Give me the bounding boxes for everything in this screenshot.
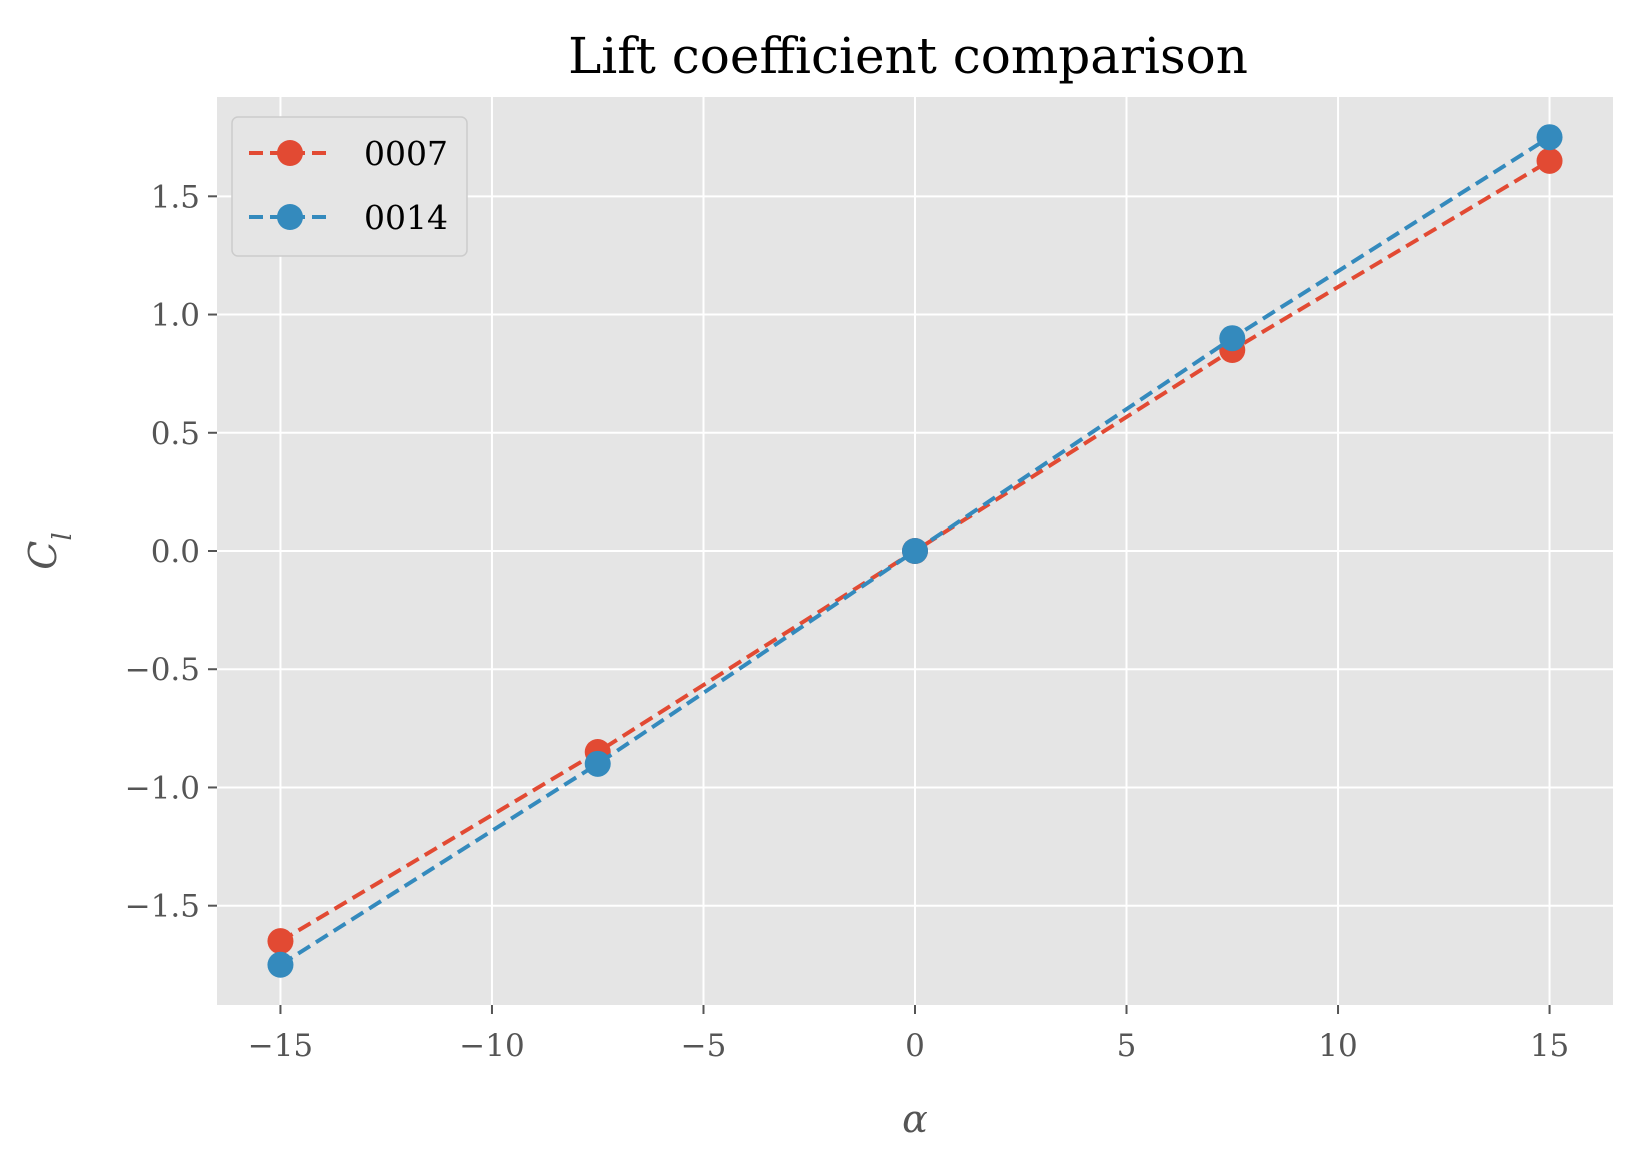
y-tick-label: −1.0 bbox=[125, 770, 200, 806]
x-tick-label: 5 bbox=[1117, 1028, 1137, 1064]
x-tick-label: 0 bbox=[905, 1028, 925, 1064]
y-tick-label: −1.5 bbox=[125, 889, 200, 925]
x-tick-label: −5 bbox=[681, 1028, 727, 1064]
x-axis: −15 −10 −5 0 5 10 15 bbox=[248, 1005, 1570, 1064]
y-tick-label: 1.0 bbox=[151, 298, 200, 334]
y-axis-label-main: C bbox=[21, 541, 65, 570]
data-point bbox=[267, 952, 293, 978]
x-tick-label: 15 bbox=[1530, 1028, 1569, 1064]
data-point bbox=[1219, 325, 1245, 351]
legend-marker bbox=[277, 140, 303, 166]
x-tick-label: −10 bbox=[459, 1028, 524, 1064]
y-tick-label: 1.5 bbox=[151, 179, 200, 215]
data-point bbox=[902, 538, 928, 564]
y-axis-label-sub: l bbox=[48, 532, 78, 540]
x-tick-label: 10 bbox=[1318, 1028, 1357, 1064]
x-tick-label: −15 bbox=[248, 1028, 313, 1064]
legend: 0007 0014 bbox=[232, 117, 467, 256]
y-tick-label: −0.5 bbox=[125, 652, 200, 688]
x-axis-label: α bbox=[902, 1097, 928, 1141]
data-point bbox=[1537, 124, 1563, 150]
y-axis: −1.5 −1.0 −0.5 0.0 0.5 1.0 1.5 bbox=[125, 179, 217, 924]
y-tick-label: 0.0 bbox=[151, 534, 200, 570]
legend-entry: 0007 bbox=[364, 134, 448, 173]
y-axis-label: Cl bbox=[21, 532, 78, 569]
legend-marker bbox=[277, 204, 303, 230]
chart-title: Lift coefficient comparison bbox=[568, 27, 1248, 85]
legend-entry: 0014 bbox=[364, 198, 448, 237]
data-point bbox=[267, 928, 293, 954]
data-point bbox=[585, 751, 611, 777]
data-point bbox=[1537, 148, 1563, 174]
y-tick-label: 0.5 bbox=[151, 416, 200, 452]
